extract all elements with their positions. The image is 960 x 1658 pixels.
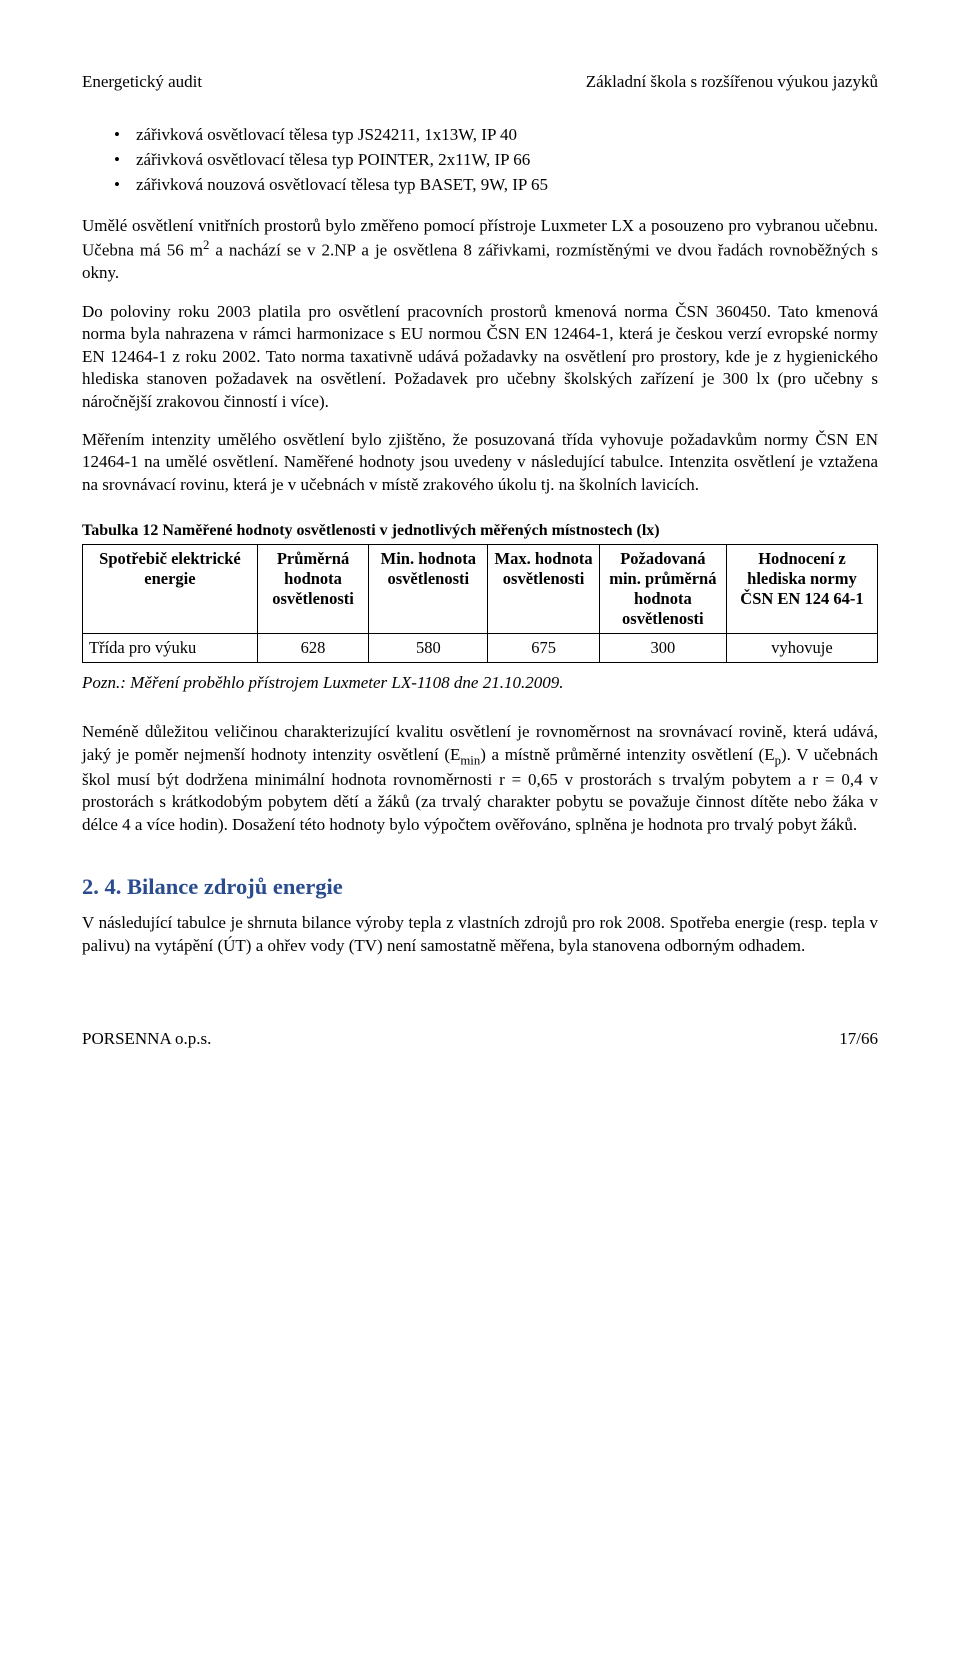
list-item: zářivková osvětlovací tělesa typ JS24211… — [136, 124, 878, 147]
paragraph: Neméně důležitou veličinou charakterizuj… — [82, 721, 878, 836]
paragraph-text: ) a místně průměrné intenzity osvětlení … — [480, 745, 774, 764]
cell-label: Třída pro výuku — [83, 634, 258, 663]
section-number: 2. 4. — [82, 874, 121, 899]
cell-max: 675 — [488, 634, 599, 663]
paragraph: Měřením intenzity umělého osvětlení bylo… — [82, 429, 878, 496]
col-header: Průměrná hodnota osvětlenosti — [257, 545, 368, 634]
col-header: Min. hodnota osvětlenosti — [369, 545, 488, 634]
cell-eval: vyhovuje — [726, 634, 877, 663]
section-heading: 2. 4. Bilance zdrojů energie — [82, 874, 878, 900]
cell-min: 580 — [369, 634, 488, 663]
paragraph: V následující tabulce je shrnuta bilance… — [82, 912, 878, 957]
col-header: Spotřebič elektrické energie — [83, 545, 258, 634]
cell-avg: 628 — [257, 634, 368, 663]
page: Energetický audit Základní škola s rozší… — [0, 0, 960, 1109]
footer-left: PORSENNA o.p.s. — [82, 1029, 211, 1049]
col-header: Hodnocení z hlediska normy ČSN EN 124 64… — [726, 545, 877, 634]
table-row: Třída pro výuku 628 580 675 300 vyhovuje — [83, 634, 878, 663]
col-header: Požadovaná min. průměrná hodnota osvětle… — [599, 545, 726, 634]
section-title: Bilance zdrojů energie — [127, 874, 343, 899]
list-item: zářivková nouzová osvětlovací tělesa typ… — [136, 174, 878, 197]
subscript: min — [460, 753, 480, 767]
list-item: zářivková osvětlovací tělesa typ POINTER… — [136, 149, 878, 172]
page-header: Energetický audit Základní škola s rozší… — [82, 72, 878, 92]
table-caption: Tabulka 12 Naměřené hodnoty osvětlenosti… — [82, 522, 878, 540]
page-footer: PORSENNA o.p.s. 17/66 — [82, 1029, 878, 1049]
table-header-row: Spotřebič elektrické energie Průměrná ho… — [83, 545, 878, 634]
table-note: Pozn.: Měření proběhlo přístrojem Luxmet… — [82, 673, 878, 693]
header-right: Základní škola s rozšířenou výukou jazyk… — [586, 72, 878, 92]
cell-req: 300 — [599, 634, 726, 663]
bullet-list: zářivková osvětlovací tělesa typ JS24211… — [82, 124, 878, 197]
header-left: Energetický audit — [82, 72, 202, 92]
paragraph: Do poloviny roku 2003 platila pro osvětl… — [82, 301, 878, 413]
footer-page-number: 17/66 — [839, 1029, 878, 1049]
illuminance-table: Spotřebič elektrické energie Průměrná ho… — [82, 544, 878, 663]
paragraph: Umělé osvětlení vnitřních prostorů bylo … — [82, 215, 878, 285]
col-header: Max. hodnota osvětlenosti — [488, 545, 599, 634]
